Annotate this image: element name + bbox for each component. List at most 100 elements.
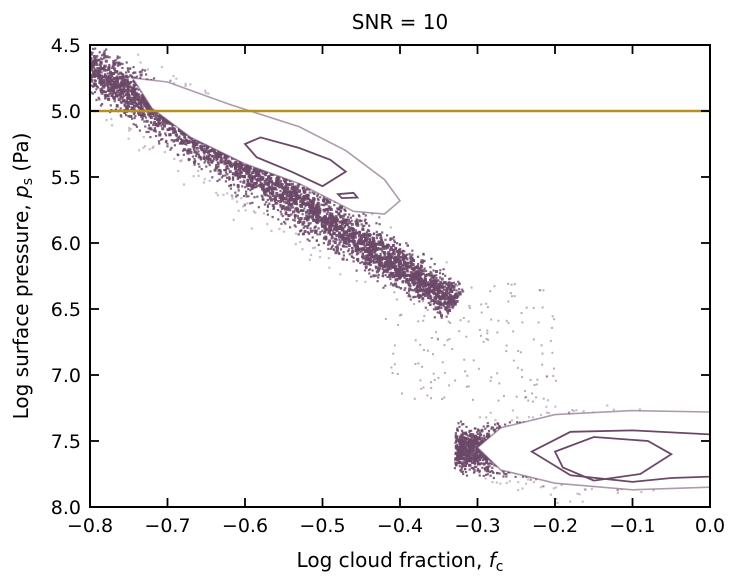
sample-point [301, 202, 305, 206]
sample-point [126, 86, 130, 90]
sample-point [311, 236, 314, 239]
sample-point [429, 294, 432, 298]
sample-point [356, 260, 360, 263]
sample-point [392, 252, 396, 256]
sample-point [401, 271, 405, 275]
sample-point [325, 221, 329, 225]
sample-point [375, 260, 379, 264]
sample-point [335, 233, 339, 237]
sample-point [430, 272, 433, 275]
sample-point [293, 219, 296, 222]
sample-point [109, 87, 113, 91]
sample-point [303, 225, 306, 228]
sample-point [102, 67, 106, 71]
sample-point [316, 197, 319, 200]
sample-point [234, 191, 237, 194]
sample-point [267, 175, 271, 179]
sample-point [317, 243, 320, 246]
sample-point [199, 156, 203, 160]
sample-point [139, 107, 143, 111]
sample-point [389, 226, 392, 229]
sample-point [400, 255, 403, 258]
sample-point [377, 268, 381, 272]
sample-point [379, 247, 383, 251]
sample-point [73, 63, 76, 66]
sample-point [109, 70, 112, 74]
sample-point [277, 193, 281, 197]
sample-point [160, 138, 163, 141]
sample-point [381, 274, 384, 277]
sample-point [327, 247, 330, 250]
sample-point [445, 315, 448, 318]
sample-point [98, 59, 101, 62]
sample-point [127, 115, 130, 118]
sample-point [381, 272, 385, 275]
sample-point [154, 117, 157, 120]
sample-point [416, 274, 420, 278]
sample-point [120, 101, 123, 104]
sample-point [271, 215, 274, 219]
sample-point [138, 70, 141, 73]
sample-point [335, 249, 339, 253]
sample-point [282, 178, 286, 182]
sample-point [338, 241, 341, 244]
sample-point [397, 286, 400, 289]
sample-point [449, 277, 452, 280]
sample-point [203, 145, 206, 148]
sample-point [136, 93, 140, 97]
sample-point [154, 123, 158, 127]
sample-point [312, 197, 316, 201]
sample-point [365, 222, 368, 225]
sample-point [181, 140, 185, 144]
sample-point [384, 238, 387, 241]
sample-point [268, 180, 271, 184]
sample-point [308, 205, 312, 209]
sample-point [74, 69, 76, 71]
sample-point [86, 64, 89, 67]
sample-point [271, 204, 275, 207]
sample-point [147, 130, 150, 134]
sample-point [381, 231, 384, 234]
sample-point [172, 75, 175, 78]
sample-point [270, 192, 274, 195]
sample-point [115, 78, 119, 82]
sample-point [329, 208, 333, 211]
sample-point [64, 59, 67, 62]
sample-point [313, 206, 317, 210]
sample-point [292, 210, 295, 214]
sample-point [345, 245, 348, 248]
sample-point [82, 57, 84, 59]
sample-point [291, 198, 295, 201]
sample-point [199, 145, 203, 149]
sample-point [251, 171, 255, 174]
sample-point [405, 278, 409, 282]
sample-point [103, 93, 107, 97]
sample-point [146, 108, 150, 111]
sample-point [283, 220, 286, 224]
sample-point [144, 125, 147, 128]
sample-point [71, 60, 73, 62]
sample-point [405, 274, 408, 278]
sample-point [333, 224, 337, 228]
sample-point [398, 259, 402, 263]
sample-point [265, 201, 268, 204]
sample-point [443, 297, 447, 301]
sample-point [492, 476, 495, 480]
sample-point [245, 190, 248, 193]
sample-point [354, 249, 358, 253]
sample-point [459, 291, 462, 294]
sample-point [233, 163, 237, 167]
sample-point [181, 131, 185, 135]
sample-point [90, 76, 93, 80]
sample-point [358, 234, 361, 238]
sample-point [417, 296, 421, 299]
sample-point [385, 270, 389, 274]
sample-point [328, 242, 331, 245]
sample-point [374, 253, 378, 257]
sample-point [183, 135, 187, 139]
sample-point [182, 183, 186, 186]
sample-point [402, 254, 405, 258]
sample-point [66, 63, 69, 66]
sample-point [92, 71, 95, 75]
sample-point [313, 209, 317, 213]
